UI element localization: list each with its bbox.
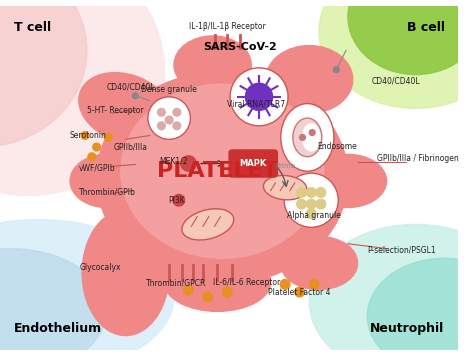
Circle shape (306, 199, 316, 209)
Circle shape (157, 122, 165, 130)
Text: Glycocalyx: Glycocalyx (79, 263, 121, 272)
Ellipse shape (309, 154, 387, 208)
Circle shape (295, 287, 304, 297)
Ellipse shape (309, 224, 474, 356)
Text: P-selection/PSGL1: P-selection/PSGL1 (367, 246, 436, 255)
Circle shape (183, 285, 193, 295)
Text: Alpha granule: Alpha granule (287, 210, 341, 220)
Ellipse shape (348, 0, 474, 75)
Circle shape (165, 116, 173, 124)
Text: Endothelium: Endothelium (14, 321, 101, 335)
Circle shape (333, 67, 339, 73)
Text: Neutrophil: Neutrophil (370, 321, 445, 335)
Circle shape (104, 134, 112, 141)
Ellipse shape (182, 209, 234, 240)
Text: PI3K: PI3K (168, 196, 185, 205)
Circle shape (222, 287, 232, 297)
Text: Dense granule: Dense granule (141, 85, 197, 94)
Text: 5-HT- Receptor: 5-HT- Receptor (87, 106, 144, 115)
Text: CD40/CD40L: CD40/CD40L (106, 82, 155, 91)
Ellipse shape (319, 0, 474, 109)
Text: Platelet Factor 4: Platelet Factor 4 (268, 288, 331, 297)
FancyBboxPatch shape (229, 150, 277, 177)
Ellipse shape (164, 253, 271, 312)
Circle shape (93, 143, 100, 151)
Ellipse shape (281, 104, 334, 171)
Circle shape (181, 156, 196, 171)
Circle shape (148, 97, 191, 139)
Ellipse shape (121, 84, 324, 258)
Ellipse shape (302, 124, 320, 151)
Ellipse shape (293, 118, 322, 157)
Ellipse shape (79, 73, 173, 144)
Circle shape (81, 132, 89, 139)
Circle shape (284, 173, 338, 227)
Circle shape (157, 109, 165, 116)
Text: IL-1β/IL-1β Receptor: IL-1β/IL-1β Receptor (189, 22, 265, 31)
Text: Endosome: Endosome (317, 142, 357, 151)
Ellipse shape (367, 258, 474, 356)
Circle shape (173, 109, 181, 116)
Text: PLATELET: PLATELET (157, 161, 278, 181)
Ellipse shape (97, 72, 348, 284)
Ellipse shape (174, 36, 251, 94)
Circle shape (306, 188, 316, 197)
Ellipse shape (0, 0, 164, 195)
Ellipse shape (0, 248, 106, 356)
Circle shape (306, 209, 316, 219)
Circle shape (88, 153, 96, 161)
Ellipse shape (70, 154, 143, 208)
Circle shape (309, 279, 319, 289)
Text: B cell: B cell (407, 21, 445, 35)
Ellipse shape (280, 236, 357, 290)
Text: T cell: T cell (14, 21, 51, 35)
Ellipse shape (82, 210, 169, 336)
Circle shape (309, 130, 315, 136)
Text: Viral RNA/TLR7: Viral RNA/TLR7 (227, 99, 285, 109)
Text: Prime: Prime (275, 163, 295, 169)
Circle shape (173, 122, 181, 130)
Circle shape (316, 199, 326, 209)
Circle shape (173, 194, 184, 206)
Text: MEK1/2: MEK1/2 (160, 156, 188, 165)
Circle shape (300, 135, 305, 140)
Circle shape (246, 83, 273, 110)
Circle shape (230, 68, 288, 126)
Text: MAPK: MAPK (239, 159, 267, 168)
Text: Thrombin/GPCR: Thrombin/GPCR (146, 278, 206, 287)
Ellipse shape (0, 0, 87, 147)
Ellipse shape (0, 220, 174, 356)
Circle shape (316, 188, 326, 197)
Text: Thrombin/GPIb: Thrombin/GPIb (79, 188, 136, 197)
Circle shape (297, 199, 306, 209)
Ellipse shape (264, 176, 307, 200)
Text: Serotonin: Serotonin (70, 131, 107, 140)
Circle shape (203, 292, 213, 302)
Text: vWF/GPIb: vWF/GPIb (79, 164, 116, 173)
Text: CD40/CD40L: CD40/CD40L (372, 77, 421, 86)
Text: GPIIb/IIIa / Fibrinogen: GPIIb/IIIa / Fibrinogen (377, 154, 459, 163)
Text: SARS-CoV-2: SARS-CoV-2 (203, 42, 276, 52)
Text: IL-6/IL-6 Receptor: IL-6/IL-6 Receptor (213, 278, 280, 287)
Text: GPIIb/IIIa: GPIIb/IIIa (114, 142, 148, 152)
Circle shape (280, 279, 290, 289)
Circle shape (297, 188, 306, 197)
Ellipse shape (266, 46, 353, 113)
Circle shape (132, 93, 138, 99)
